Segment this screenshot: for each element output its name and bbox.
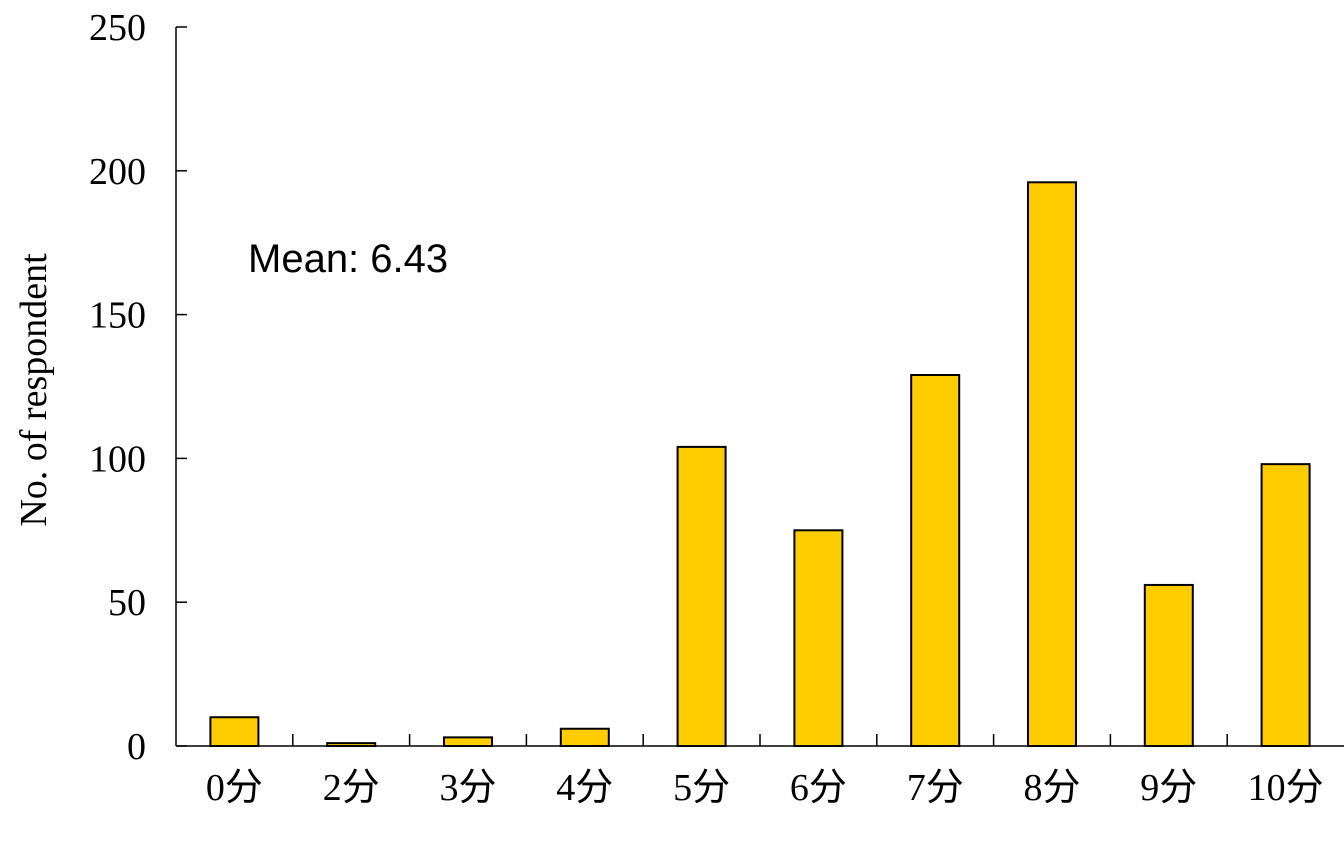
bar-3 [559, 727, 610, 748]
bar-4 [676, 445, 727, 747]
bar-0 [209, 716, 260, 747]
bar-6 [910, 373, 961, 747]
y-tick-label: 150 [89, 295, 146, 337]
y-tick-label: 250 [89, 7, 146, 49]
x-tick-label: 8分 [1023, 767, 1080, 809]
x-tick-label: 0分 [206, 767, 263, 809]
bar-1 [326, 742, 377, 748]
y-axis-label: No. of respondent [13, 253, 55, 527]
bar-2 [443, 736, 493, 748]
x-tick-label: 6分 [790, 767, 847, 809]
bar-7 [1027, 181, 1077, 747]
x-tick-label: 2分 [323, 767, 380, 809]
bar-8 [1143, 583, 1194, 747]
bar-5 [793, 529, 844, 747]
x-tick-label: 3分 [439, 767, 496, 809]
x-tick-label: 5分 [673, 767, 730, 809]
x-tick-label: 4分 [556, 767, 613, 809]
y-tick-label: 50 [108, 582, 146, 624]
bar-9 [1260, 463, 1311, 747]
y-tick-label: 0 [127, 726, 146, 768]
x-tick-label: 10分 [1248, 767, 1324, 809]
x-tick-label: 7分 [907, 767, 964, 809]
y-tick-label: 100 [89, 438, 146, 480]
mean-annotation: Mean: 6.43 [248, 237, 448, 281]
x-tick-label: 9分 [1140, 767, 1197, 809]
plot-area: 0 50 100 150 200 250 0分 2分 3分 4分 5分 6分 7分 8分 9分 10分 [89, 7, 1344, 809]
y-tick-label: 200 [89, 151, 146, 193]
